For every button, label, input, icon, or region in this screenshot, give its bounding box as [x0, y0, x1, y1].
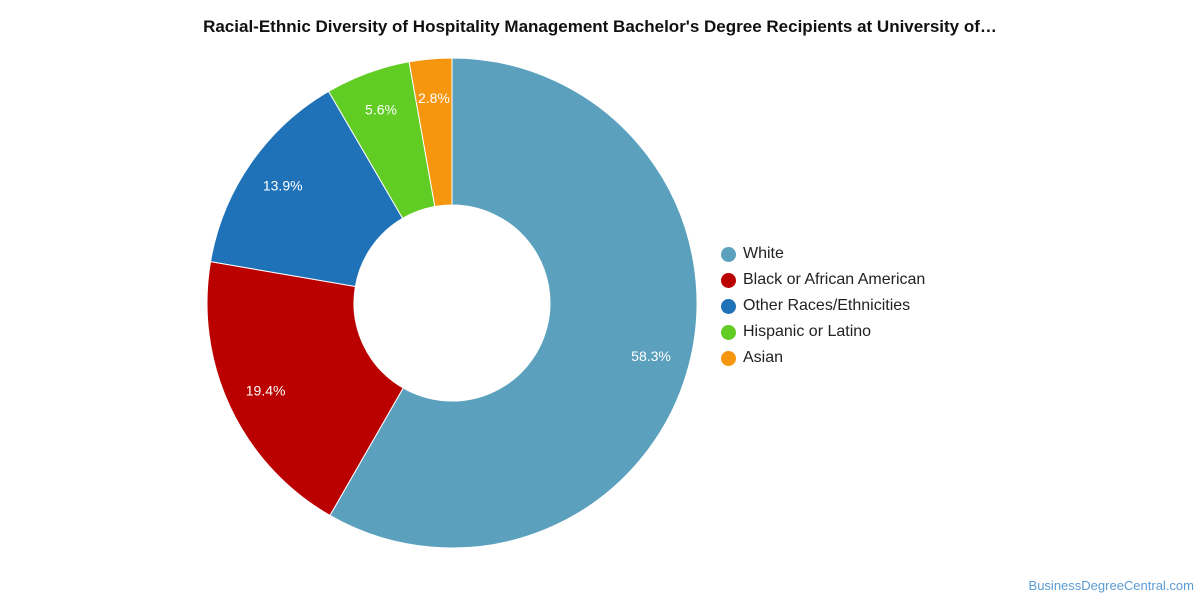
legend-item[interactable]: Black or African American — [721, 267, 925, 293]
legend-item[interactable]: White — [721, 241, 925, 267]
donut-slice-4[interactable] — [408, 57, 453, 208]
slice-value-label: 5.6% — [365, 102, 397, 118]
legend-swatch — [721, 350, 736, 366]
legend-label: Asian — [743, 349, 784, 366]
legend-label: Other Races/Ethnicities — [743, 297, 911, 314]
legend-swatch — [721, 272, 736, 288]
slice-value-label: 13.9% — [263, 178, 303, 194]
legend-swatch — [721, 298, 736, 314]
legend-label: Hispanic or Latino — [743, 323, 872, 340]
slice-value-label: 58.3% — [631, 348, 671, 364]
legend-swatch — [721, 246, 736, 262]
chart-legend: White Black or African American Other Race… — [721, 241, 925, 371]
legend-label: White — [743, 245, 784, 262]
legend-item[interactable]: Hispanic or Latino — [721, 319, 925, 345]
donut-slice-2[interactable] — [209, 90, 404, 288]
legend-item[interactable]: Other Races/Ethnicities — [721, 293, 925, 319]
donut-slice-1[interactable] — [206, 261, 404, 517]
donut-slice-0[interactable] — [329, 57, 698, 549]
legend-label: Black or African American — [743, 271, 926, 288]
source-watermark[interactable]: BusinessDegreeCentral.com — [1028, 578, 1194, 593]
slice-value-label: 19.4% — [246, 383, 286, 399]
legend-item[interactable]: Asian — [721, 345, 925, 371]
chart-title: Racial-Ethnic Diversity of Hospitality M… — [203, 17, 997, 36]
legend-swatch — [721, 324, 736, 340]
slice-value-label: 2.8% — [418, 90, 450, 106]
